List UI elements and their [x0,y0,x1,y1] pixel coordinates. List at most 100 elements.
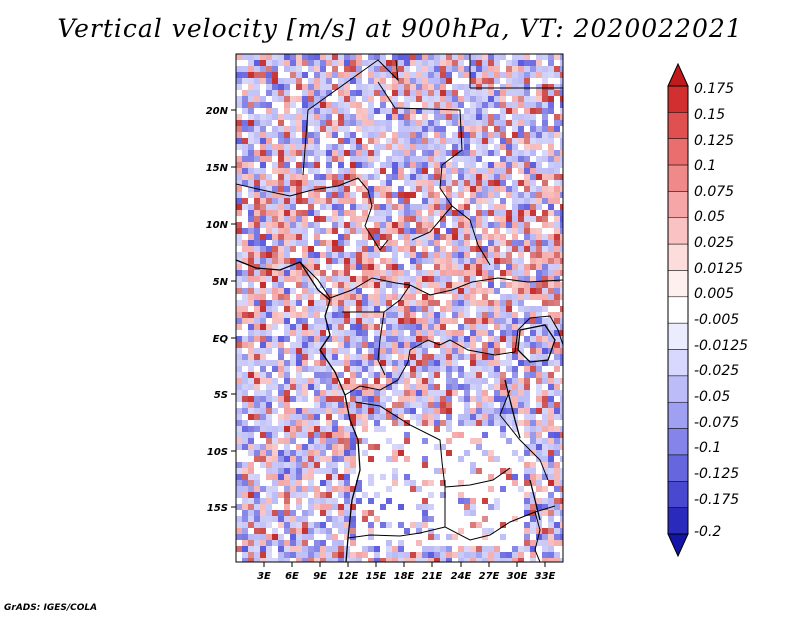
field-cell [356,138,362,144]
field-cell [488,78,494,84]
field-cell [368,390,374,396]
field-cell [500,516,506,522]
field-cell [500,294,506,300]
field-cell [512,426,518,432]
field-cell [428,180,434,186]
field-cell [542,558,548,562]
field-cell [458,456,464,462]
field-cell [380,546,386,552]
field-cell [548,480,554,486]
field-cell [296,90,302,96]
field-cell [248,384,254,390]
field-cell [242,246,248,252]
field-cell [488,522,494,528]
field-cell [512,114,518,120]
field-cell [308,90,314,96]
field-cell [236,492,242,498]
field-cell [308,72,314,78]
field-cell [476,240,482,246]
field-cell [338,54,344,60]
field-cell [530,210,536,216]
field-cell [404,456,410,462]
field-cell [398,426,404,432]
field-cell [530,330,536,336]
field-cell [266,504,272,510]
field-cell [362,336,368,342]
field-cell [272,342,278,348]
field-cell [356,270,362,276]
field-cell [320,312,326,318]
field-cell [284,384,290,390]
field-cell [236,348,242,354]
field-cell [266,486,272,492]
field-cell [266,498,272,504]
field-cell [338,510,344,516]
field-cell [242,138,248,144]
field-cell [554,162,560,168]
field-cell [506,480,512,486]
field-cell [392,210,398,216]
field-cell [326,258,332,264]
field-cell [368,438,374,444]
field-cell [458,252,464,258]
field-cell [434,546,440,552]
field-cell [338,468,344,474]
field-cell [356,498,362,504]
field-cell [374,174,380,180]
field-cell [524,456,530,462]
field-cell [308,450,314,456]
field-cell [338,546,344,552]
field-cell [446,468,452,474]
field-cell [284,108,290,114]
field-cell [260,312,266,318]
field-cell [410,246,416,252]
field-cell [488,480,494,486]
field-cell [422,252,428,258]
field-cell [518,216,524,222]
field-cell [386,222,392,228]
field-cell [434,402,440,408]
field-cell [272,150,278,156]
field-cell [500,228,506,234]
field-cell [314,540,320,546]
field-cell [278,78,284,84]
field-cell [320,54,326,60]
field-cell [338,522,344,528]
field-cell [284,180,290,186]
field-cell [392,306,398,312]
field-cell [344,294,350,300]
field-cell [458,540,464,546]
field-cell [476,150,482,156]
field-cell [392,402,398,408]
field-cell [290,78,296,84]
field-cell [458,414,464,420]
field-cell [530,174,536,180]
field-cell [482,540,488,546]
field-cell [338,204,344,210]
field-cell [536,222,542,228]
field-cell [332,432,338,438]
field-cell [542,492,548,498]
field-cell [236,144,242,150]
field-cell [440,312,446,318]
field-cell [374,120,380,126]
field-cell [464,72,470,78]
field-cell [512,198,518,204]
field-cell [242,264,248,270]
field-cell [296,186,302,192]
field-cell [284,168,290,174]
field-cell [398,156,404,162]
field-cell [248,426,254,432]
field-cell [494,264,500,270]
field-cell [296,306,302,312]
field-cell [248,468,254,474]
colorbar-label: -0.005 [694,312,739,328]
field-cell [254,168,260,174]
field-cell [416,72,422,78]
field-cell [512,390,518,396]
field-cell [422,522,428,528]
field-cell [548,186,554,192]
field-cell [530,444,536,450]
field-cell [386,126,392,132]
field-cell [290,306,296,312]
